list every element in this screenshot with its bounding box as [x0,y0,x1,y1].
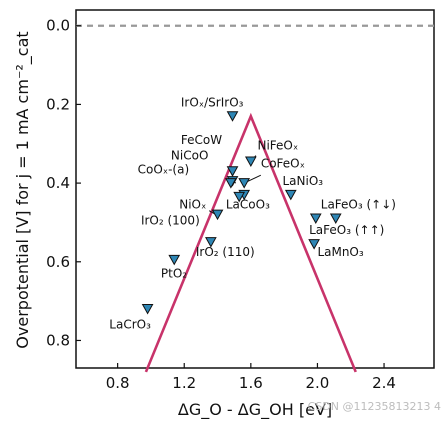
y-tick-label: 0.2 [46,95,70,113]
point-label: NiOₓ [179,198,206,212]
data-point-marker [141,303,154,315]
data-point-marker [226,111,239,122]
point-label: IrO₂ (100) [141,213,200,227]
data-point-marker [225,178,237,189]
data-point-marker [309,213,322,225]
y-axis-title: Overpotential [V] for j = 1 mA cm⁻²_cat [13,31,33,348]
data-point-marker [211,209,224,221]
data-point-marker [284,189,297,201]
data-point-marker [238,178,251,189]
data-point-marker [308,239,320,250]
x-tick-label: 1.6 [239,374,263,392]
point-label: LaFeO₃ (↑↓) [321,198,396,212]
watermark: CSDN @11235813213 4 [308,400,441,413]
data-point-marker [329,213,342,225]
point-label: NiCoO [171,148,208,162]
data-point-marker [244,156,257,167]
point-label: LaFeO₃ (↑↑) [309,223,384,237]
point-label: CoFeOₓ [261,156,305,170]
y-tick-label: 0.8 [46,331,70,349]
data-point-marker [226,166,239,177]
point-label: IrOₓ/SrIrO₃ [181,95,244,109]
volcano-line [144,112,357,373]
point-label: LaCoO₃ [226,198,270,212]
x-tick-label: 1.2 [172,374,196,392]
point-label: FeCoW [181,133,222,147]
y-tick-label: 0.6 [46,253,70,271]
data-point-marker [205,237,217,248]
plot-frame [75,9,435,369]
x-axis-title: ΔG_O - ΔG_OH [eV] [178,400,332,420]
x-tick-label: 0.8 [106,374,130,392]
point-label: NiFeOₓ [257,139,298,153]
data-point-marker [168,254,181,266]
point-label: CoOₓ-(a) [138,162,190,176]
point-label: IrO₂ (110) [196,245,255,259]
y-tick-label: 0.0 [46,17,70,35]
point-label: LaCrO₃ [109,318,151,332]
y-tick-label: 0.4 [46,174,70,192]
x-tick-label: 2.0 [306,374,330,392]
data-point-marker [233,191,246,203]
point-label: LaNiO₃ [282,174,323,188]
point-label: LaMnO₃ [317,245,363,259]
x-tick-label: 2.4 [372,374,396,392]
point-label: PtO₂ [161,267,187,281]
